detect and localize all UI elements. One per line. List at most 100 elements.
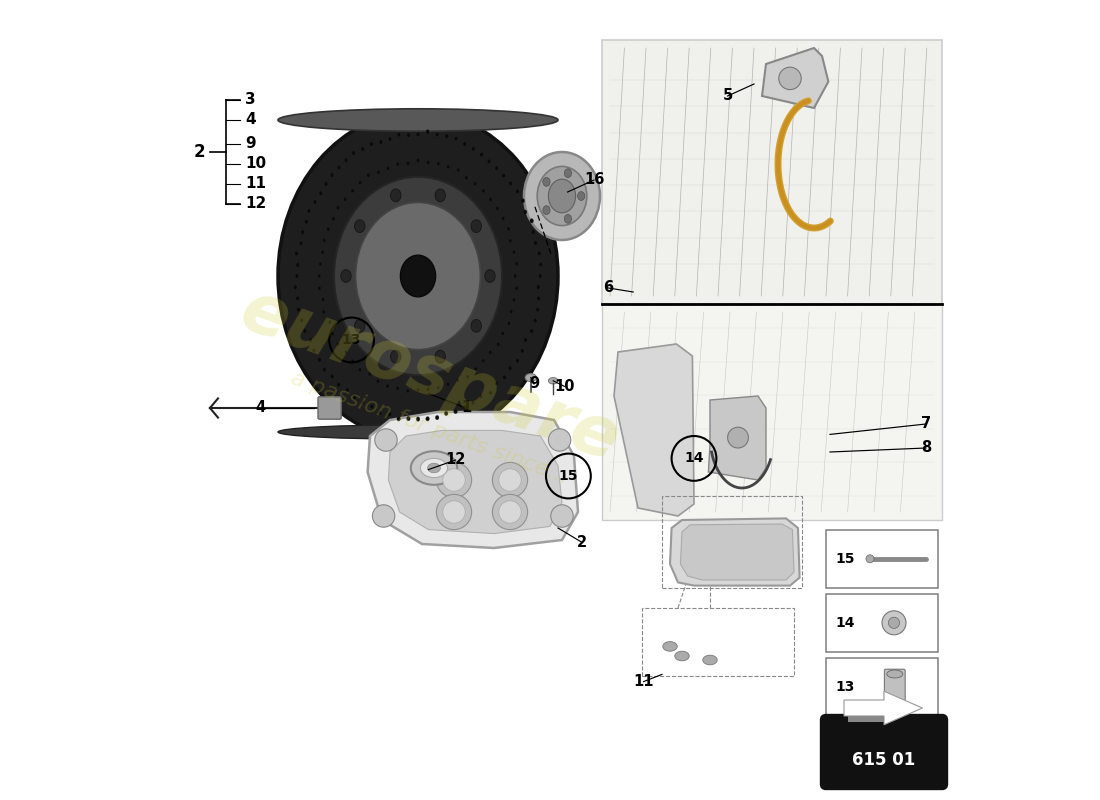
Ellipse shape — [352, 150, 355, 155]
FancyBboxPatch shape — [602, 40, 942, 304]
Ellipse shape — [578, 192, 585, 200]
Ellipse shape — [496, 206, 499, 210]
Ellipse shape — [524, 152, 600, 240]
Ellipse shape — [370, 142, 373, 146]
Ellipse shape — [456, 378, 460, 382]
Ellipse shape — [330, 173, 333, 178]
Ellipse shape — [406, 389, 409, 393]
Text: 10: 10 — [554, 379, 574, 394]
Ellipse shape — [416, 417, 420, 422]
Text: 11: 11 — [634, 674, 653, 689]
FancyBboxPatch shape — [826, 658, 938, 716]
Text: 8: 8 — [921, 441, 931, 455]
Ellipse shape — [507, 226, 510, 230]
Ellipse shape — [297, 307, 300, 312]
Ellipse shape — [531, 230, 535, 234]
Ellipse shape — [516, 358, 519, 363]
Ellipse shape — [294, 285, 297, 290]
Ellipse shape — [480, 152, 483, 157]
Text: 4: 4 — [245, 113, 256, 127]
Ellipse shape — [513, 298, 516, 302]
Ellipse shape — [436, 133, 439, 137]
Ellipse shape — [386, 166, 389, 170]
Ellipse shape — [495, 382, 498, 386]
Circle shape — [373, 505, 395, 527]
Ellipse shape — [507, 322, 510, 326]
Ellipse shape — [299, 241, 303, 246]
Polygon shape — [681, 524, 794, 580]
Text: 9: 9 — [529, 377, 539, 391]
Ellipse shape — [296, 296, 299, 301]
Ellipse shape — [426, 417, 429, 421]
Polygon shape — [844, 691, 923, 725]
Ellipse shape — [354, 319, 365, 332]
Ellipse shape — [318, 274, 321, 278]
Ellipse shape — [530, 218, 533, 223]
Ellipse shape — [474, 367, 477, 371]
Text: 16: 16 — [584, 173, 604, 187]
Ellipse shape — [314, 200, 317, 204]
Ellipse shape — [420, 458, 448, 478]
Ellipse shape — [537, 296, 540, 301]
Ellipse shape — [488, 390, 493, 395]
Ellipse shape — [312, 349, 316, 353]
Ellipse shape — [490, 198, 492, 202]
Ellipse shape — [416, 132, 420, 137]
Ellipse shape — [368, 372, 372, 376]
Text: 6: 6 — [603, 281, 614, 295]
Ellipse shape — [444, 134, 449, 138]
Text: 15: 15 — [559, 469, 579, 483]
Ellipse shape — [471, 401, 475, 405]
Ellipse shape — [437, 386, 440, 390]
Ellipse shape — [471, 319, 482, 332]
Ellipse shape — [345, 388, 349, 392]
Ellipse shape — [330, 374, 334, 378]
Ellipse shape — [497, 342, 499, 346]
Ellipse shape — [379, 140, 383, 144]
Ellipse shape — [300, 230, 305, 234]
Text: 7: 7 — [921, 417, 931, 431]
Ellipse shape — [514, 274, 517, 278]
Ellipse shape — [407, 133, 410, 138]
Ellipse shape — [480, 394, 483, 398]
Ellipse shape — [502, 174, 506, 178]
Ellipse shape — [427, 161, 430, 165]
Ellipse shape — [353, 395, 356, 399]
Circle shape — [551, 505, 573, 527]
Ellipse shape — [454, 410, 458, 414]
Text: eurospare: eurospare — [231, 277, 628, 475]
Ellipse shape — [471, 220, 482, 233]
Ellipse shape — [397, 417, 400, 421]
Ellipse shape — [407, 416, 410, 421]
Ellipse shape — [509, 239, 512, 243]
Ellipse shape — [351, 359, 354, 363]
Ellipse shape — [524, 210, 527, 214]
Circle shape — [779, 67, 801, 90]
Ellipse shape — [328, 320, 331, 324]
Ellipse shape — [278, 109, 558, 131]
Ellipse shape — [543, 178, 550, 186]
Polygon shape — [367, 412, 578, 548]
Text: 12: 12 — [245, 197, 266, 211]
Circle shape — [437, 494, 472, 530]
Ellipse shape — [400, 255, 436, 297]
Ellipse shape — [539, 262, 542, 267]
Circle shape — [443, 469, 465, 491]
Ellipse shape — [444, 411, 448, 416]
Ellipse shape — [434, 350, 446, 363]
Ellipse shape — [434, 189, 446, 202]
Ellipse shape — [485, 270, 495, 282]
Polygon shape — [670, 518, 800, 586]
Text: a passion for parts since...: a passion for parts since... — [288, 368, 572, 488]
Ellipse shape — [508, 366, 512, 370]
Ellipse shape — [482, 359, 485, 363]
Ellipse shape — [502, 216, 505, 220]
Ellipse shape — [307, 209, 310, 213]
Ellipse shape — [549, 378, 558, 384]
FancyBboxPatch shape — [822, 715, 947, 789]
Ellipse shape — [520, 349, 524, 353]
Ellipse shape — [447, 165, 450, 169]
Text: 13: 13 — [342, 333, 361, 347]
Ellipse shape — [397, 133, 400, 137]
Ellipse shape — [376, 379, 380, 383]
